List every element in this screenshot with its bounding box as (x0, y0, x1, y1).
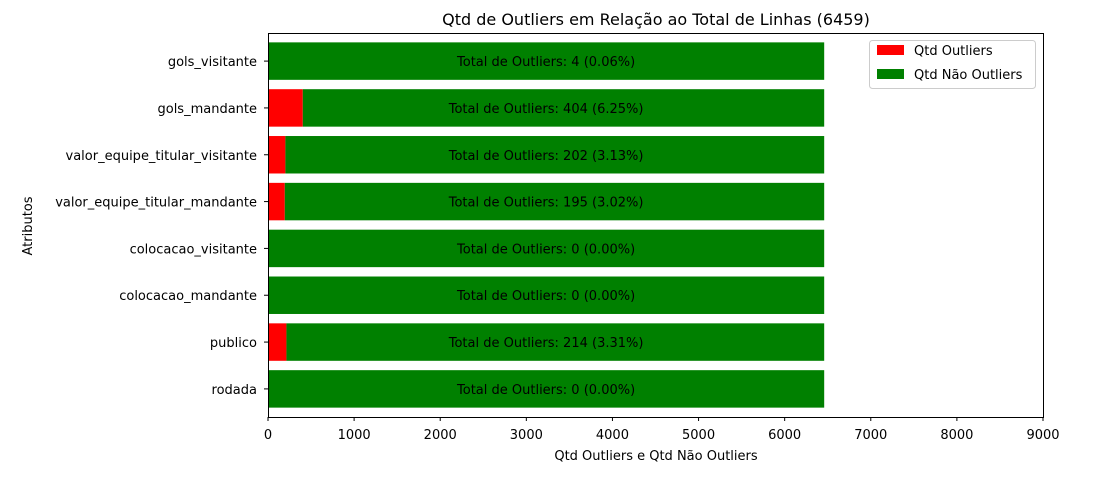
x-tick-label: 0 (264, 428, 272, 443)
bar-outliers (268, 323, 287, 361)
x-tick-label: 2000 (424, 428, 457, 443)
x-tick-label: 5000 (682, 428, 715, 443)
bar-outliers (268, 89, 303, 127)
bar-nao-outliers (285, 136, 825, 174)
bar-annotation: Total de Outliers: 0 (0.00%) (456, 242, 635, 257)
y-tick-label: colocacao_mandante (119, 289, 257, 304)
bar-nao-outliers (302, 89, 825, 127)
bar-annotation: Total de Outliers: 0 (0.00%) (456, 289, 635, 304)
bar-annotation: Total de Outliers: 4 (0.06%) (456, 55, 635, 70)
legend-label-nao-outliers: Qtd Não Outliers (914, 68, 1023, 83)
bar-annotation: Total de Outliers: 202 (3.13%) (448, 149, 644, 164)
x-tick-label: 6000 (768, 428, 801, 443)
x-axis-label: Qtd Outliers e Qtd Não Outliers (554, 449, 758, 464)
y-tick-label: rodada (212, 383, 257, 398)
bar-nao-outliers (268, 229, 825, 268)
y-axis-label: Atributos (21, 196, 36, 255)
bar-outliers (268, 136, 286, 174)
legend-label-outliers: Qtd Outliers (914, 44, 993, 59)
x-tick-label: 9000 (1026, 428, 1059, 443)
legend-swatch-outliers (877, 45, 904, 55)
bar-outliers (268, 182, 285, 221)
x-tick-label: 7000 (854, 428, 887, 443)
y-tick-label: valor_equipe_titular_visitante (66, 149, 257, 164)
legend-swatch-nao-outliers (877, 69, 904, 79)
annotations-layer: Total de Outliers: 0 (0.00%) Total de Out… (448, 55, 644, 398)
bar-annotation: Total de Outliers: 404 (6.25%) (448, 102, 644, 117)
chart-title: Qtd de Outliers em Relação ao Total de L… (442, 10, 870, 29)
legend-frame (869, 40, 1036, 89)
x-tick-label: 3000 (510, 428, 543, 443)
bar-annotation: Total de Outliers: 0 (0.00%) (456, 383, 635, 398)
bars-layer (268, 42, 825, 408)
y-axis-ticks: rodada publico colocacao_mandante colocacao… (55, 55, 268, 398)
y-tick-label: gols_visitante (168, 55, 257, 70)
bar-nao-outliers (268, 276, 825, 314)
bar-nao-outliers (268, 42, 825, 80)
bar-annotation: Total de Outliers: 214 (3.31%) (448, 336, 644, 351)
bar-nao-outliers (286, 323, 825, 361)
y-tick-label: publico (210, 336, 257, 351)
legend: Qtd Outliers Qtd Não Outliers (869, 40, 1036, 89)
bar-nao-outliers (268, 370, 825, 408)
x-axis-ticks: 0 1000 2000 3000 4000 5000 6000 7000 8000 9000 (264, 417, 1060, 443)
plot-frame (268, 33, 1044, 418)
y-tick-label: gols_mandante (157, 102, 257, 117)
x-tick-label: 8000 (940, 428, 973, 443)
bar-nao-outliers (284, 182, 825, 221)
bar-annotation: Total de Outliers: 195 (3.02%) (448, 196, 644, 211)
x-tick-label: 1000 (338, 428, 371, 443)
y-tick-label: valor_equipe_titular_mandante (55, 196, 257, 211)
x-tick-label: 4000 (596, 428, 629, 443)
y-tick-label: colocacao_visitante (130, 242, 257, 257)
